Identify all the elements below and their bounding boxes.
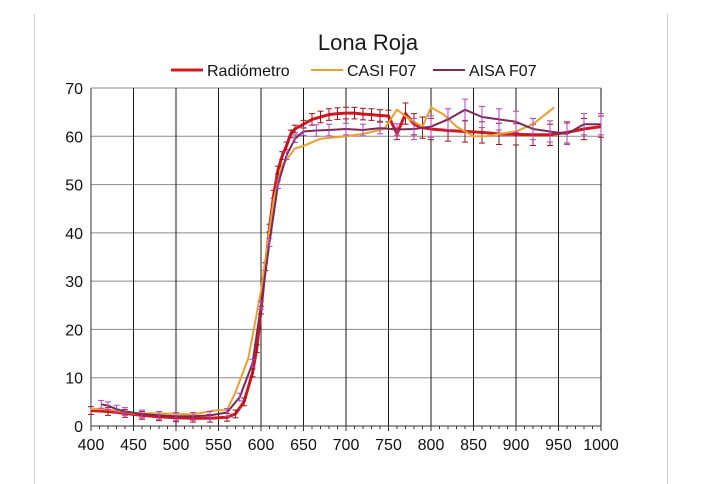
x-tick-label: 750 [375,437,402,454]
grid [91,87,602,426]
x-tick-label: 850 [460,437,487,454]
x-tick-label: 950 [545,437,572,454]
axes [90,88,602,431]
x-tick-label: 600 [248,437,275,454]
y-tick-label: 50 [65,178,83,195]
legend-label: Radiómetro [207,63,290,80]
y-tick-label: 30 [65,274,83,291]
y-tick-label: 20 [65,322,83,339]
chart-frame: Lona Roja Radiómetro CASI F07 AISA F07 0 10… [34,14,668,484]
x-tick-label: 1000 [583,437,619,454]
series-line [100,108,601,418]
series-group [91,106,555,416]
legend-label: CASI F07 [347,63,416,80]
y-tick-label: 40 [65,226,83,243]
series-group [98,98,604,421]
y-tick-label: 0 [74,419,83,436]
x-tick-label: 450 [120,437,147,454]
x-tick-label: 700 [333,437,360,454]
series-line [91,106,555,416]
y-tick-label: 10 [65,371,83,388]
x-tick-label: 650 [290,437,317,454]
chart-title: Lona Roja [318,30,419,55]
tick-labels: 0 10 20 30 40 50 60 70 400 450 500 550 600 650 700 750 8… [65,81,619,454]
x-tick-label: 400 [78,437,105,454]
x-tick-label: 500 [163,437,190,454]
line-chart: Lona Roja Radiómetro CASI F07 AISA F07 0 10… [65,30,619,454]
series-line [90,111,602,420]
legend: Radiómetro CASI F07 AISA F07 [171,63,537,80]
x-tick-label: 550 [205,437,232,454]
x-tick-label: 800 [418,437,445,454]
y-tick-label: 60 [65,129,83,146]
y-tick-label: 70 [65,81,83,98]
legend-label: AISA F07 [469,63,537,80]
series-layer [88,98,604,423]
x-tick-label: 900 [503,437,530,454]
